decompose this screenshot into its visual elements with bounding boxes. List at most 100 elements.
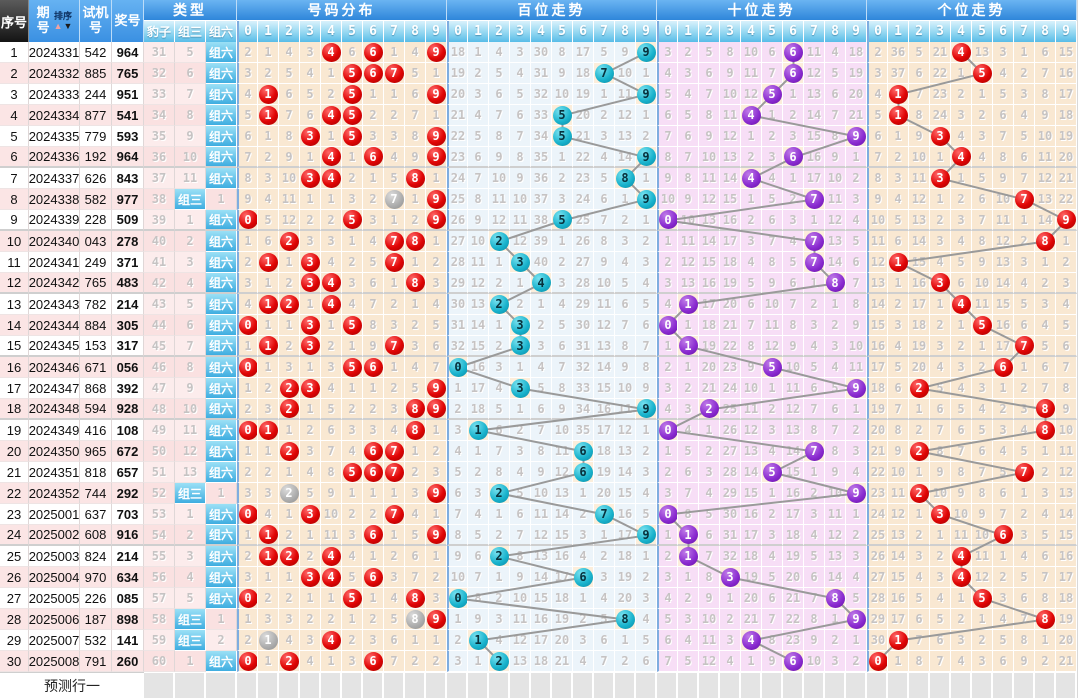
group6-miss-cell: 1 <box>206 189 237 210</box>
hundreds-cell: 2 <box>531 315 552 336</box>
dist-cell: 4 <box>321 630 342 651</box>
digit-header-hundreds-4: 4 <box>531 21 552 42</box>
ball: 9 <box>426 399 446 418</box>
ball: 3 <box>300 378 320 398</box>
group6-badge: 组六 <box>206 231 237 252</box>
dist-cell: 1 <box>342 147 363 168</box>
test-number-cell: 765 <box>80 273 112 294</box>
hundreds-cell: 7 <box>594 63 615 84</box>
seq-cell: 11 <box>0 252 29 273</box>
period-column-header: 期号 排序 ▲ ▼ <box>29 0 80 42</box>
units-cell: 8 <box>1056 378 1077 399</box>
tens-cell: 7 <box>804 231 825 252</box>
tens-cell: 5 <box>783 252 804 273</box>
tens-cell: 17 <box>783 504 804 525</box>
dist-cell: 3 <box>321 231 342 252</box>
dist-cell: 0 <box>237 651 258 672</box>
hundreds-cell: 2 <box>573 609 594 630</box>
ball: 9 <box>426 147 446 166</box>
hundreds-cell: 5 <box>510 84 531 105</box>
hundreds-cell: 9 <box>636 42 657 63</box>
tens-cell: 6 <box>762 42 783 63</box>
test-number-cell: 249 <box>80 252 112 273</box>
ball: 0 <box>449 588 467 608</box>
tens-cell: 5 <box>741 273 762 294</box>
hundreds-cell: 5 <box>489 63 510 84</box>
dist-cell: 9 <box>237 189 258 210</box>
seq-cell: 9 <box>0 210 29 231</box>
dist-cell: 1 <box>258 84 279 105</box>
tens-cell: 10 <box>699 609 720 630</box>
hundreds-cell: 14 <box>615 462 636 483</box>
hundreds-cell: 19 <box>447 63 468 84</box>
hundreds-cell: 16 <box>594 399 615 420</box>
seq-cell: 18 <box>0 399 29 420</box>
hundreds-cell: 3 <box>510 378 531 399</box>
dist-cell: 1 <box>237 441 258 462</box>
ball: 3 <box>300 252 320 272</box>
group6-miss-cell: 1 <box>206 483 237 504</box>
digit-header-hundreds-9: 9 <box>636 21 657 42</box>
tens-cell: 10 <box>804 651 825 672</box>
dist-cell: 4 <box>237 294 258 315</box>
dist-cell: 5 <box>342 588 363 609</box>
dist-cell: 2 <box>384 378 405 399</box>
tens-cell: 10 <box>678 210 699 231</box>
test-number-cell: 226 <box>80 588 112 609</box>
sort-asc-icon[interactable]: ▲ <box>53 20 63 31</box>
dist-cell: 11 <box>321 525 342 546</box>
units-cell: 9 <box>1035 105 1056 126</box>
tens-cell: 14 <box>720 168 741 189</box>
group6-badge: 组六 <box>206 651 237 672</box>
units-cell: 6 <box>993 651 1014 672</box>
units-cell: 3 <box>993 420 1014 441</box>
ball: 0 <box>239 315 257 335</box>
footer-cell <box>972 672 993 698</box>
hundreds-cell: 11 <box>552 441 573 462</box>
hundreds-cell: 5 <box>468 126 489 147</box>
ball: 8 <box>825 273 845 292</box>
group3-miss-cell: 3 <box>175 546 206 567</box>
ball: 3 <box>300 504 320 524</box>
units-cell: 8 <box>1035 231 1056 252</box>
hundreds-cell: 32 <box>531 84 552 105</box>
leopard-miss-cell: 48 <box>144 399 175 420</box>
period-cell: 2024332 <box>29 63 80 84</box>
hundreds-cell: 39 <box>531 231 552 252</box>
hundreds-cell: 6 <box>552 336 573 357</box>
ball: 7 <box>804 189 824 209</box>
units-cell: 7 <box>1014 609 1035 630</box>
dist-cell: 7 <box>384 63 405 84</box>
seq-cell: 24 <box>0 525 29 546</box>
units-cell: 5 <box>930 378 951 399</box>
footer-cell <box>342 672 363 698</box>
tens-cell: 1 <box>657 525 678 546</box>
tens-cell: 10 <box>657 189 678 210</box>
dist-cell: 8 <box>405 420 426 441</box>
units-cell: 17 <box>909 294 930 315</box>
digit-header-units-6: 6 <box>993 21 1014 42</box>
tens-cell: 3 <box>762 525 783 546</box>
units-cell: 3 <box>867 63 888 84</box>
hundreds-cell: 32 <box>447 336 468 357</box>
units-cell: 5 <box>972 168 993 189</box>
sort-desc-icon[interactable]: ▼ <box>63 20 73 31</box>
tens-cell: 1 <box>678 546 699 567</box>
hundreds-cell: 7 <box>594 651 615 672</box>
sort-control[interactable]: 排序 ▲ ▼ <box>53 11 73 31</box>
units-cell: 2 <box>909 441 930 462</box>
dist-cell: 1 <box>384 84 405 105</box>
digit-header-hundreds-1: 1 <box>468 21 489 42</box>
dist-cell: 8 <box>405 273 426 294</box>
dist-cell: 4 <box>384 420 405 441</box>
hundreds-cell: 9 <box>636 189 657 210</box>
hundreds-cell: 2 <box>489 231 510 252</box>
tens-cell: 8 <box>657 147 678 168</box>
dist-cell: 3 <box>300 252 321 273</box>
tens-cell: 9 <box>846 315 867 336</box>
digit-header-dist-5: 5 <box>342 21 363 42</box>
tens-cell: 11 <box>699 168 720 189</box>
dist-cell: 1 <box>426 504 447 525</box>
units-cell: 13 <box>888 525 909 546</box>
dist-cell: 2 <box>300 420 321 441</box>
